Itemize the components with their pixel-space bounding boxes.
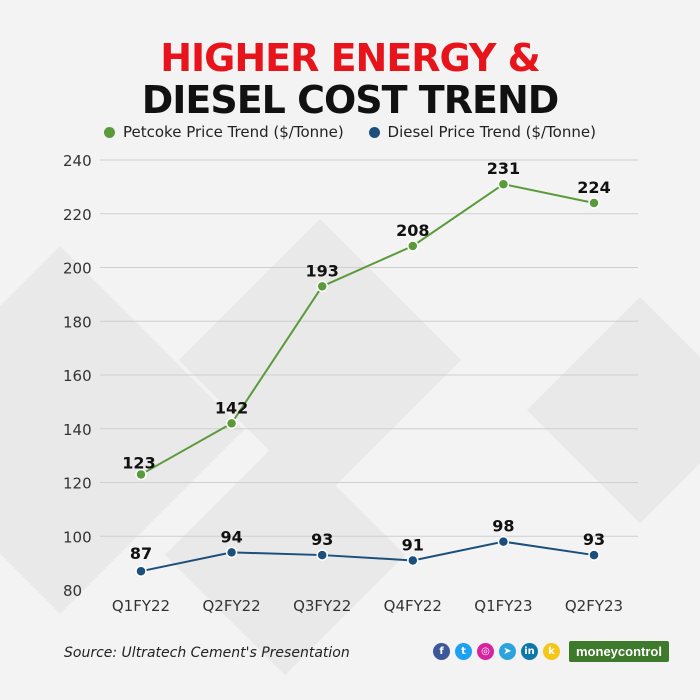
- data-point: [316, 549, 328, 561]
- data-point: [407, 240, 419, 252]
- brand-logo: moneycontrol: [569, 641, 669, 662]
- x-tick-label: Q1FY22: [112, 597, 170, 615]
- telegram-icon[interactable]: ➤: [499, 643, 516, 660]
- x-tick-label: Q3FY22: [293, 597, 351, 615]
- linkedin-icon[interactable]: in: [521, 643, 538, 660]
- data-label: 208: [396, 221, 429, 240]
- y-tick-label: 80: [63, 582, 82, 600]
- y-tick-label: 180: [63, 313, 92, 331]
- facebook-icon[interactable]: f: [433, 643, 450, 660]
- y-tick-label: 140: [63, 421, 92, 439]
- x-tick-label: Q4FY22: [384, 597, 442, 615]
- data-point: [225, 546, 238, 559]
- data-point: [588, 549, 600, 561]
- y-tick-label: 220: [63, 206, 92, 224]
- data-point: [497, 178, 510, 190]
- legend-swatch-petcoke: [104, 127, 116, 138]
- legend-label-diesel: Diesel Price Trend ($/Tonne): [387, 123, 596, 141]
- legend-swatch-diesel: [368, 127, 380, 138]
- data-point: [135, 468, 147, 481]
- source-note: Source: Ultratech Cement's Presentation: [64, 645, 350, 661]
- data-point: [135, 565, 147, 577]
- data-label: 224: [577, 178, 610, 197]
- data-label: 87: [130, 544, 152, 563]
- data-point: [225, 417, 238, 430]
- data-label: 91: [402, 535, 424, 554]
- series-line-diesel: [140, 540, 595, 573]
- data-point: [407, 554, 419, 567]
- data-label: 98: [492, 517, 514, 536]
- twitter-icon[interactable]: t: [455, 643, 472, 660]
- y-tick-label: 160: [63, 367, 92, 385]
- x-tick-label: Q2FY23: [565, 597, 623, 615]
- legend-label-petcoke: Petcoke Price Trend ($/Tonne): [123, 123, 344, 141]
- data-label: 94: [220, 527, 242, 546]
- koo-icon[interactable]: k: [543, 643, 560, 660]
- data-point: [588, 197, 600, 209]
- x-tick-label: Q2FY22: [202, 597, 260, 615]
- social-bar: f t ◎ ➤ in k moneycontrol: [433, 641, 669, 662]
- data-point: [497, 535, 510, 548]
- y-tick-label: 200: [63, 260, 92, 278]
- x-tick-label: Q1FY23: [474, 597, 532, 615]
- y-tick-label: 100: [63, 528, 92, 546]
- y-tick-label: 120: [63, 475, 92, 493]
- chart-title-line1: HIGHER ENERGY &: [160, 36, 541, 80]
- legend-item-petcoke: Petcoke Price Trend ($/Tonne): [104, 123, 344, 141]
- instagram-icon[interactable]: ◎: [477, 643, 494, 660]
- legend: Petcoke Price Trend ($/Tonne) Diesel Pri…: [0, 123, 700, 141]
- data-label: 193: [305, 261, 338, 280]
- data-label: 93: [583, 530, 605, 549]
- data-label: 93: [311, 530, 333, 549]
- chart-title-line2: DIESEL COST TREND: [141, 78, 560, 122]
- legend-item-diesel: Diesel Price Trend ($/Tonne): [368, 123, 596, 141]
- series-line-petcoke: [140, 183, 595, 476]
- data-point: [316, 280, 328, 293]
- data-label: 123: [122, 453, 155, 472]
- y-tick-label: 240: [63, 152, 92, 170]
- data-label: 231: [487, 159, 520, 178]
- data-label: 142: [215, 398, 248, 417]
